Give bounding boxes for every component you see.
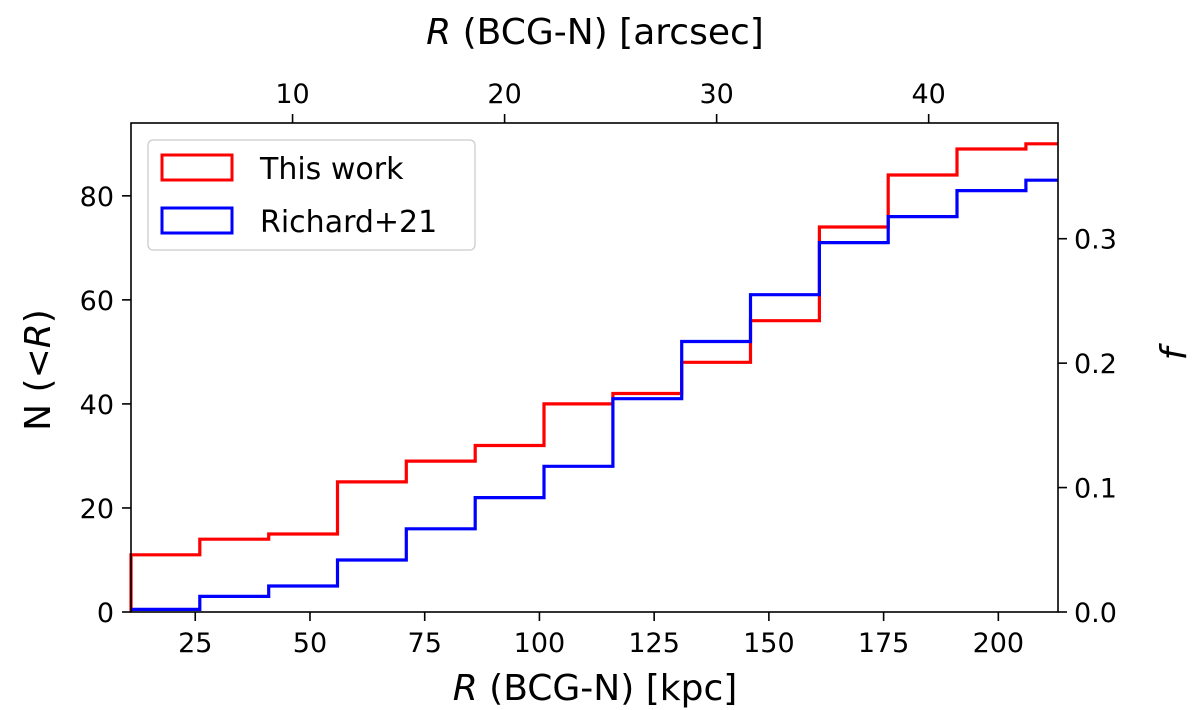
x-tick-label: 175 [858, 628, 910, 659]
y-tick-label: 80 [80, 182, 114, 213]
legend-swatch-this-work [160, 153, 234, 182]
right-y-tick-label: 0.3 [1074, 225, 1117, 256]
legend-swatch-richard-21 [160, 206, 234, 235]
series-layer [129, 142, 1058, 612]
right-y-tick-label: 0.0 [1074, 598, 1117, 629]
right-y-tick-label: 0.1 [1074, 474, 1117, 505]
top-x-tick-label: 40 [911, 79, 945, 110]
right-y-tick-label: 0.2 [1074, 349, 1117, 380]
series-line-richard-21 [131, 178, 1058, 611]
x-tick-label: 200 [973, 628, 1025, 659]
x-tick-label: 50 [293, 628, 327, 659]
y-tick-label: 60 [80, 286, 114, 317]
x-tick-label: 75 [408, 628, 442, 659]
x-tick-label: 25 [178, 628, 212, 659]
x-tick-label: 150 [743, 628, 795, 659]
legend-label-richard-21: Richard+21 [260, 205, 437, 240]
ticks-layer: 25 50 75 100 125 150 175 200 0 20 40 60 80 10 20 30 40 0.… [80, 79, 1117, 659]
top-x-axis-label: R (BCG-N) [arcsec] [426, 12, 764, 53]
top-x-tick-label: 30 [699, 79, 733, 110]
legend-box [147, 139, 476, 251]
legend-label-this-work: This work [259, 152, 404, 187]
x-axis-label: R (BCG-N) [kpc] [453, 668, 738, 709]
y-axis-label: N (<R) [18, 309, 59, 431]
x-tick-label: 100 [514, 628, 566, 659]
y-tick-label: 40 [80, 390, 114, 421]
top-x-tick-label: 10 [275, 79, 309, 110]
y-tick-label: 0 [97, 598, 114, 629]
legend: This work Richard+21 [147, 139, 476, 251]
right-y-axis-label: f [1154, 342, 1195, 360]
top-x-tick-label: 20 [487, 79, 521, 110]
y-tick-label: 20 [80, 494, 114, 525]
plot-frame [130, 122, 1059, 613]
x-tick-label: 125 [628, 628, 680, 659]
